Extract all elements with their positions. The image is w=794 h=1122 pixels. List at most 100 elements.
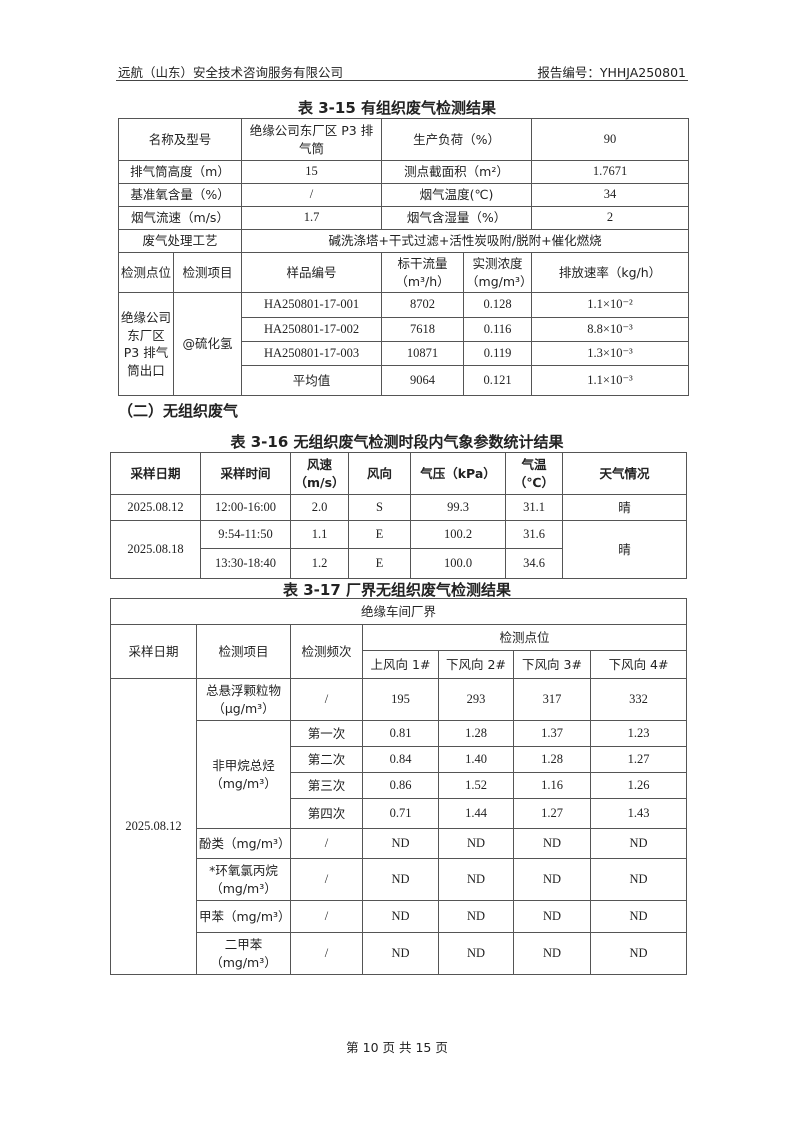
wind-dir-cell: E bbox=[348, 548, 411, 579]
time-cell: 12:00-16:00 bbox=[200, 494, 291, 521]
freq-cell: / bbox=[290, 828, 363, 859]
value-cell: 1.28 bbox=[513, 746, 591, 773]
label-cell: 废气处理工艺 bbox=[117, 229, 243, 253]
flow-cell: 10871 bbox=[381, 341, 465, 366]
column-header: 气温（℃） bbox=[505, 452, 563, 495]
column-header: 标干流量（m³/h） bbox=[381, 252, 465, 293]
table-row: 废气处理工艺 碱洗涤塔+干式过滤+活性炭吸附/脱附+催化燃烧 bbox=[117, 229, 690, 253]
date-cell: 2025.08.12 bbox=[110, 678, 197, 975]
temp-cell: 34.6 bbox=[505, 548, 563, 579]
column-header: 检测项目 bbox=[172, 252, 243, 293]
item-cell: @硫化氢 bbox=[172, 292, 243, 396]
column-header: 实测浓度（mg/m³） bbox=[463, 252, 533, 293]
value-cell: 1.28 bbox=[438, 720, 514, 747]
label-cell: 烟气流速（m/s） bbox=[117, 206, 243, 230]
table-row: 2025.08.12 12:00-16:00 2.0 S 99.3 31.1 晴 bbox=[110, 494, 687, 521]
value-cell: 0.81 bbox=[362, 720, 439, 747]
value-cell: 碱洗涤塔+干式过滤+活性炭吸附/脱附+催化燃烧 bbox=[241, 229, 690, 253]
item-cell: 酚类（mg/m³） bbox=[196, 828, 291, 859]
table-3-17: 绝缘车间厂界 采样日期 检测项目 检测频次 检测点位 上风向 1# 下风向 2#… bbox=[109, 598, 688, 975]
pressure-cell: 100.0 bbox=[410, 548, 506, 579]
table-row: 二甲苯（mg/m³） / ND ND ND ND bbox=[111, 932, 688, 975]
value-cell: 0.86 bbox=[362, 772, 439, 799]
rate-cell: 1.3×10⁻³ bbox=[531, 341, 690, 366]
value-cell: ND bbox=[438, 828, 514, 859]
column-header: 样品编号 bbox=[241, 252, 383, 293]
column-header: 排放速率（kg/h） bbox=[531, 252, 690, 293]
table-row: 13:30-18:40 1.2 E 100.0 34.6 bbox=[111, 548, 687, 579]
section-heading: （二）无组织废气 bbox=[118, 402, 239, 420]
table-3-16: 采样日期 采样时间 风速（m/s） 风向 气压（kPa） 气温（℃） 天气情况 … bbox=[110, 452, 687, 579]
table-3-16-caption: 表 3-16 无组织废气检测时段内气象参数统计结果 bbox=[230, 433, 564, 451]
conc-cell: 0.116 bbox=[463, 317, 533, 342]
table-row: 绝缘公司东厂区 P3 排气筒出口 @硫化氢 HA250801-17-001 87… bbox=[118, 292, 690, 396]
value-cell: ND bbox=[589, 828, 688, 859]
value-cell: ND bbox=[438, 858, 514, 901]
table-header-row: 采样日期 检测项目 检测频次 检测点位 bbox=[110, 624, 688, 679]
column-header: 检测点位 bbox=[118, 252, 174, 293]
wind-speed-cell: 1.2 bbox=[290, 548, 349, 579]
table-3-15: 名称及型号 绝缘公司东厂区 P3 排气筒 生产负荷（%） 90 排气筒高度（m）… bbox=[117, 118, 690, 396]
point-header: 下风向 4# bbox=[589, 650, 688, 679]
weather-cell: 晴 bbox=[562, 494, 687, 521]
table-row: 非甲烷总烃（mg/m³） 第一次 0.81 1.28 1.37 1.23 bbox=[111, 720, 688, 829]
date-cell: 2025.08.18 bbox=[110, 520, 201, 579]
value-cell: 90 bbox=[531, 118, 690, 161]
freq-cell: / bbox=[290, 858, 363, 901]
value-cell: 1.40 bbox=[438, 746, 514, 773]
freq-cell: / bbox=[290, 932, 363, 975]
column-header: 检测项目 bbox=[196, 624, 291, 679]
freq-cell: / bbox=[290, 678, 363, 721]
table-row: 甲苯（mg/m³） / ND ND ND ND bbox=[111, 900, 688, 933]
label-cell: 基准氧含量（%） bbox=[117, 183, 243, 207]
item-cell: 总悬浮颗粒物（μg/m³） bbox=[196, 678, 291, 721]
pressure-cell: 99.3 bbox=[410, 494, 506, 521]
table-title: 绝缘车间厂界 bbox=[109, 598, 688, 625]
table-3-17-caption: 表 3-17 厂界无组织废气检测结果 bbox=[283, 581, 511, 599]
sample-id: HA250801-17-001 bbox=[241, 292, 383, 318]
value-cell: ND bbox=[513, 858, 591, 901]
freq-cell: / bbox=[290, 900, 363, 933]
value-cell: 1.23 bbox=[589, 720, 688, 747]
value-cell: 1.43 bbox=[589, 798, 688, 829]
report-number: 报告编号：YHHJA250801 bbox=[537, 65, 686, 80]
freq-cell: 第三次 bbox=[290, 772, 363, 799]
page-number: 第 10 页 共 15 页 bbox=[346, 1040, 448, 1055]
column-header: 天气情况 bbox=[562, 452, 687, 495]
header-divider bbox=[116, 80, 688, 81]
column-header: 风向 bbox=[348, 452, 411, 495]
value-cell: ND bbox=[513, 900, 591, 933]
value-cell: 1.44 bbox=[438, 798, 514, 829]
value-cell: 1.7671 bbox=[531, 160, 690, 184]
table-title-row: 绝缘车间厂界 bbox=[109, 598, 688, 625]
value-cell: 1.52 bbox=[438, 772, 514, 799]
value-cell: 34 bbox=[531, 183, 690, 207]
value-cell: 317 bbox=[513, 678, 591, 721]
value-cell: ND bbox=[438, 900, 514, 933]
value-cell: 1.37 bbox=[513, 720, 591, 747]
conc-cell: 0.119 bbox=[463, 341, 533, 366]
value-cell: ND bbox=[513, 932, 591, 975]
point-header: 下风向 2# bbox=[438, 650, 514, 679]
point-cell: 绝缘公司东厂区 P3 排气筒出口 bbox=[118, 292, 174, 396]
temp-cell: 31.1 bbox=[505, 494, 563, 521]
table-3-15-caption: 表 3-15 有组织废气检测结果 bbox=[298, 99, 496, 117]
time-cell: 9:54-11:50 bbox=[200, 520, 291, 549]
table-header-row: 检测点位 检测项目 样品编号 标干流量（m³/h） 实测浓度（mg/m³） 排放… bbox=[118, 252, 690, 293]
value-cell: ND bbox=[513, 828, 591, 859]
flow-cell: 8702 bbox=[381, 292, 465, 318]
temp-cell: 31.6 bbox=[505, 520, 563, 549]
value-cell: ND bbox=[438, 932, 514, 975]
rate-cell: 1.1×10⁻² bbox=[531, 292, 690, 318]
label-cell: 排气筒高度（m） bbox=[117, 160, 243, 184]
table-row: 酚类（mg/m³） / ND ND ND ND bbox=[111, 828, 688, 859]
column-header: 采样日期 bbox=[110, 452, 201, 495]
point-header: 下风向 3# bbox=[513, 650, 591, 679]
table-row: 排气筒高度（m） 15 测点截面积（m²） 1.7671 bbox=[117, 160, 690, 184]
value-cell: 1.27 bbox=[589, 746, 688, 773]
item-cell: 甲苯（mg/m³） bbox=[196, 900, 291, 933]
column-header: 采样时间 bbox=[200, 452, 291, 495]
value-cell: 1.7 bbox=[241, 206, 383, 230]
label-cell: 生产负荷（%） bbox=[381, 118, 533, 161]
time-cell: 13:30-18:40 bbox=[200, 548, 291, 579]
